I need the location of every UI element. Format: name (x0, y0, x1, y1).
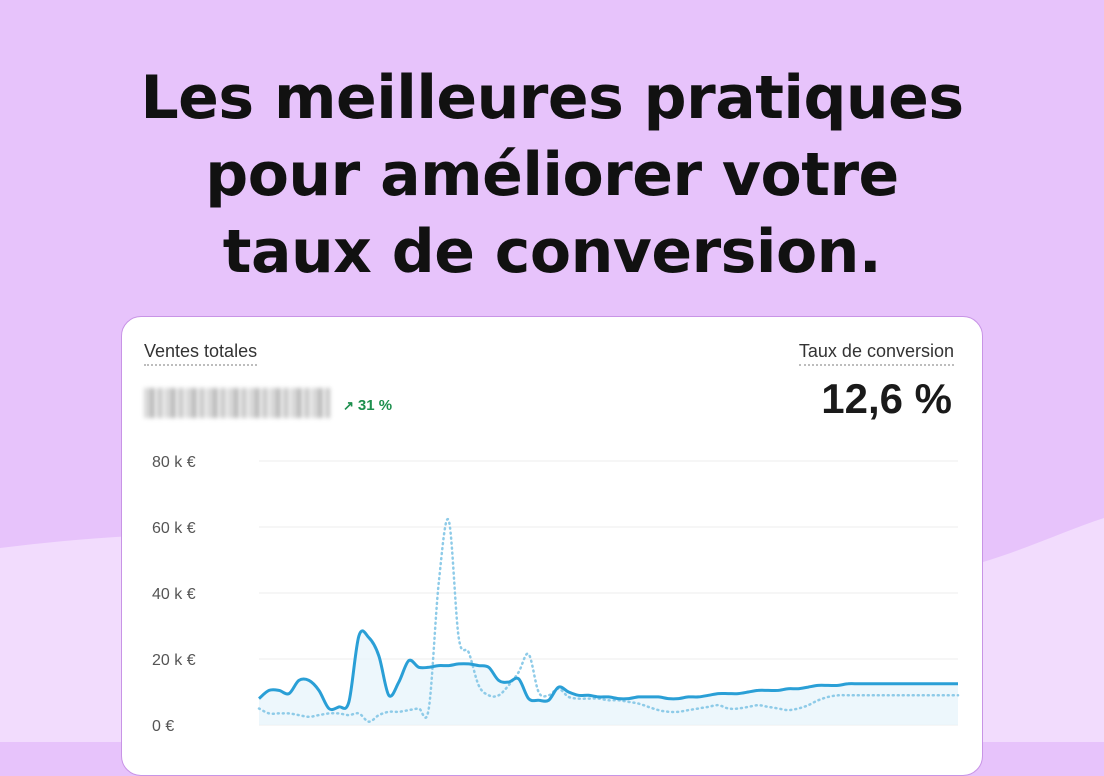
sales-line-chart: 80 k € 60 k € 40 k € 20 k € 0 € (152, 454, 960, 735)
conversion-rate-value: 12,6 % (821, 375, 952, 422)
y-tick-label: 20 k € (152, 652, 196, 669)
y-tick-label: 60 k € (152, 520, 196, 537)
sales-analytics-card: Ventes totales ↗ 31 % Taux de conversion … (121, 316, 983, 776)
y-tick-label: 40 k € (152, 586, 196, 603)
headline: Les meilleures pratiques pour améliorer … (0, 60, 1104, 291)
y-tick-label: 0 € (152, 718, 174, 735)
y-tick-label: 80 k € (152, 454, 196, 471)
series-line-previous (257, 517, 960, 723)
headline-line-2: pour améliorer votre (205, 140, 899, 210)
headline-line-1: Les meilleures pratiques (140, 63, 964, 133)
conversion-rate-label[interactable]: Taux de conversion (798, 341, 954, 366)
headline-line-3: taux de conversion. (222, 217, 882, 287)
arrow-up-right-icon: ↗ (343, 398, 354, 413)
redacted-sales-value (144, 388, 330, 418)
series-area-current (259, 630, 958, 725)
sales-growth-badge: ↗ 31 % (343, 397, 392, 414)
sales-growth-value: 31 % (357, 397, 393, 414)
total-sales-label[interactable]: Ventes totales (144, 341, 258, 366)
series-line-current (258, 629, 958, 712)
